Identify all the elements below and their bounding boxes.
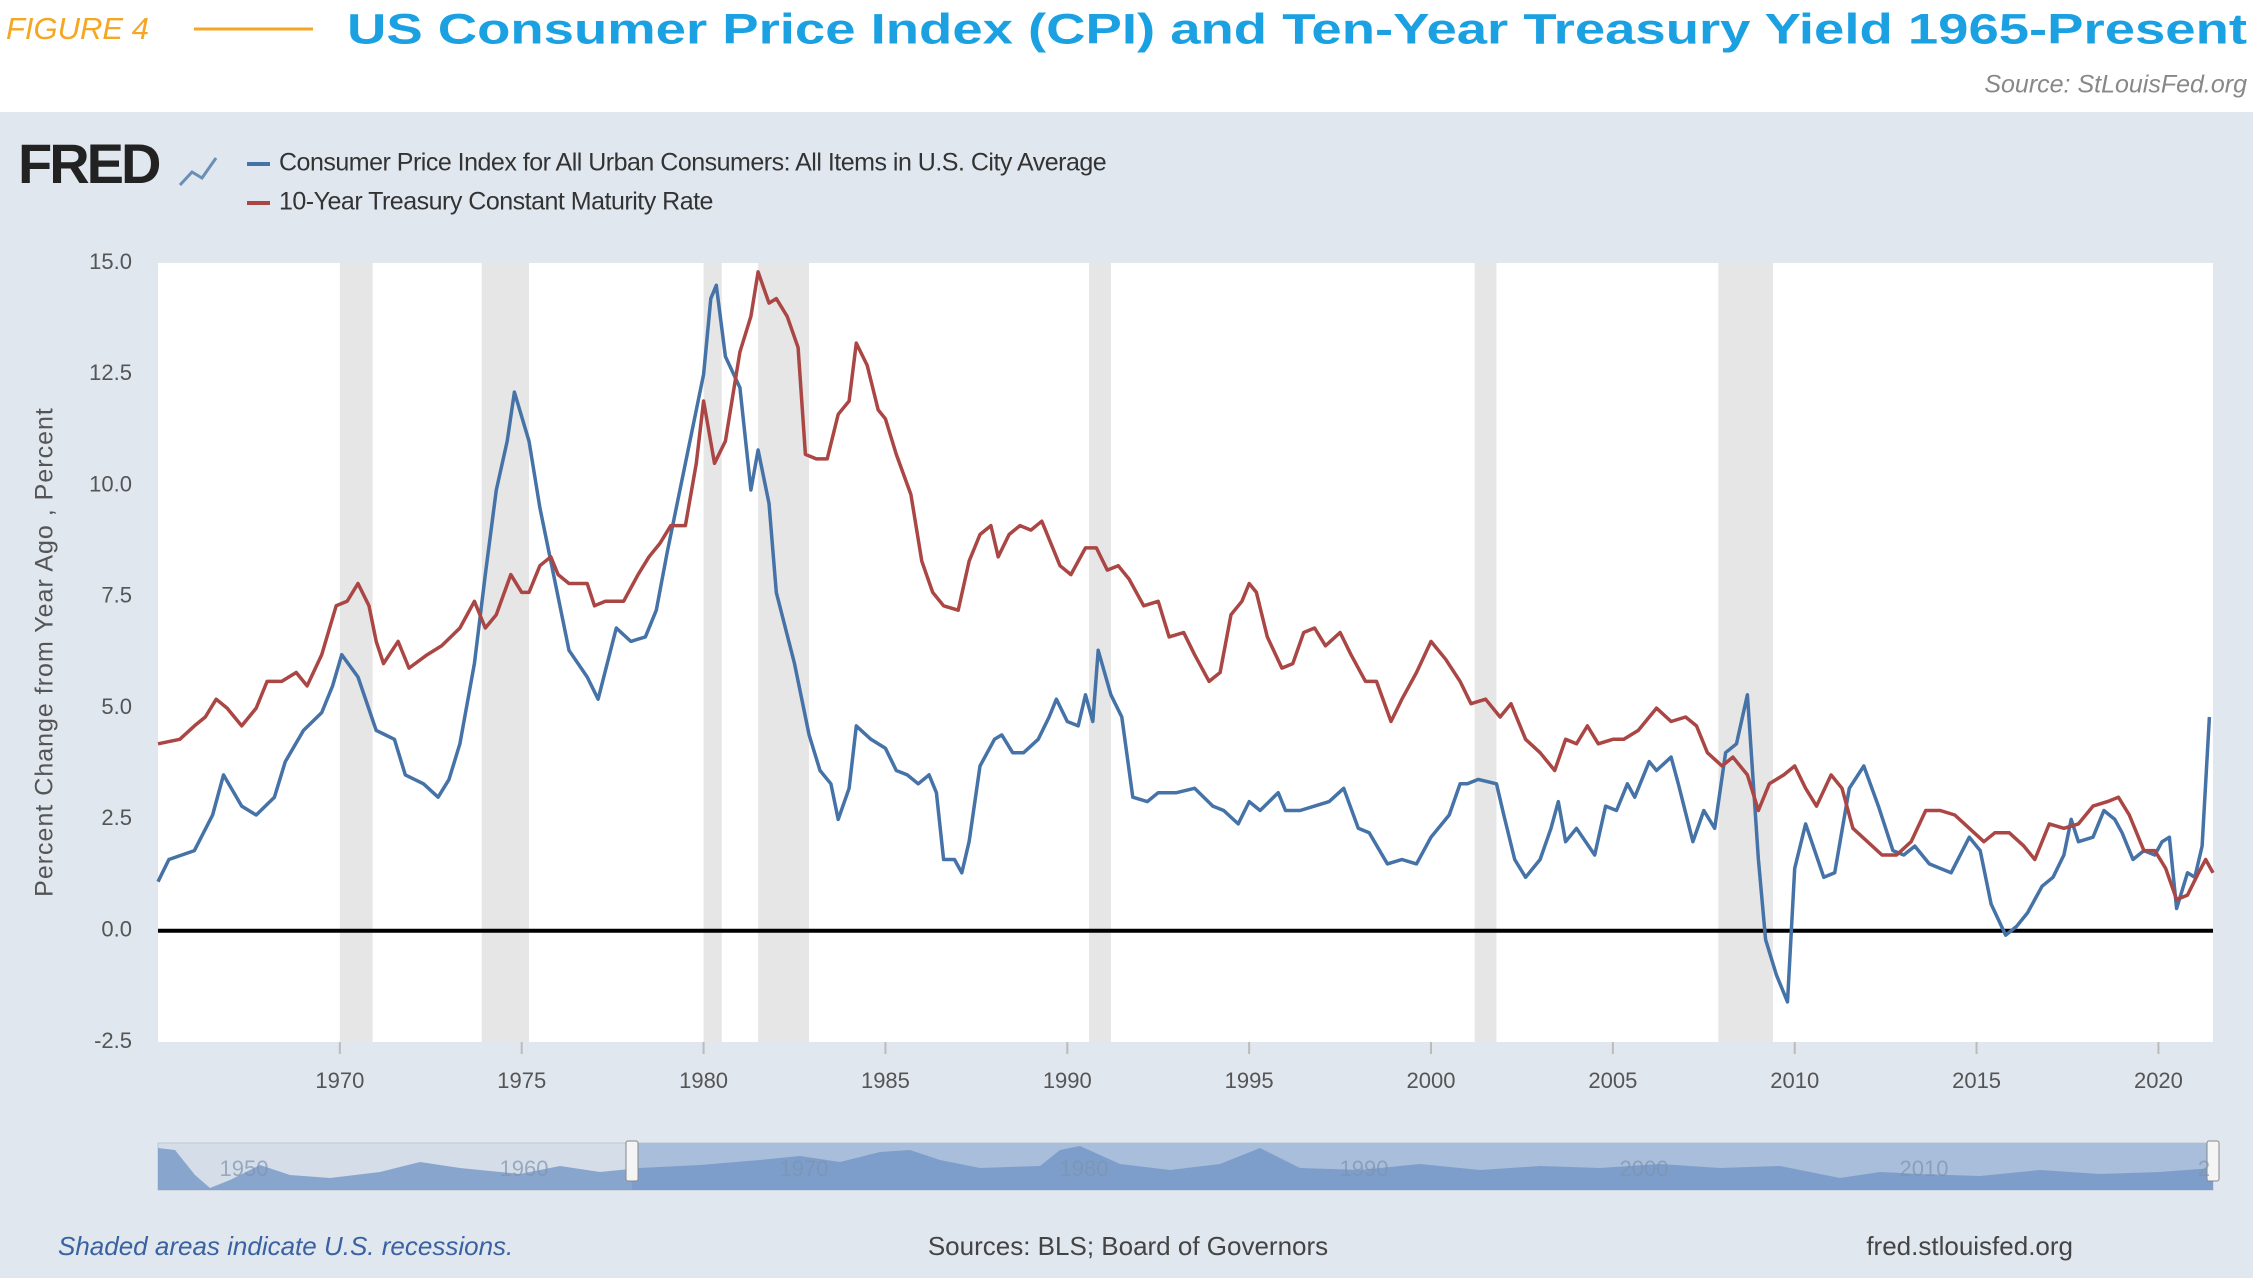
x-tick-label: 1970: [315, 1068, 364, 1093]
series-line: [156, 283, 2212, 1004]
y-tick-label: 0.0: [101, 917, 132, 942]
y-tick-label: 15.0: [89, 249, 132, 274]
navigator-label: 1970: [780, 1156, 829, 1181]
navigator-handle[interactable]: [2206, 1140, 2220, 1182]
logo-icon: [178, 157, 218, 187]
navigator-label: 1960: [500, 1156, 549, 1181]
x-tick-label: 1980: [679, 1068, 728, 1093]
y-axis-label: Percent Change from Year Ago , Percent: [31, 407, 59, 897]
figure-label: FIGURE 4: [6, 11, 149, 46]
x-tick-label: 2000: [1407, 1068, 1456, 1093]
navigator-area: [158, 1146, 2213, 1190]
x-tick-label: 2005: [1588, 1068, 1637, 1093]
lines: [156, 270, 2215, 1004]
navigator-label: 2: [2198, 1156, 2210, 1181]
y-tick-label: 2.5: [101, 805, 132, 830]
navigator-labels: 1950 1960 1970 1980 1990 2000 2010 2: [220, 1156, 2211, 1181]
y-tick-label: 12.5: [89, 360, 132, 385]
navigator-label: 1950: [220, 1156, 269, 1181]
source: Source: StLouisFed.org: [1984, 71, 2247, 99]
y-tick-label: 5.0: [101, 694, 132, 719]
site-link[interactable]: fred.stlouisfed.org: [1866, 1231, 2073, 1261]
series-line: [157, 270, 2215, 902]
sources: Sources: BLS; Board of Governors: [928, 1231, 1328, 1261]
y-tick-label: 10.0: [89, 471, 132, 496]
x-tick-label: 2020: [2134, 1068, 2183, 1093]
chart-title: US Consumer Price Index (CPI) and Ten-Ye…: [347, 5, 2247, 53]
y-tick-label: -2.5: [94, 1028, 132, 1053]
footnote: Shaded areas indicate U.S. recessions.: [58, 1231, 513, 1261]
x-tick-label: 1995: [1225, 1068, 1274, 1093]
axes: -2.5 0.0 2.5 5.0 7.5 10.0 12.5 15.0 1970 1975 1980…: [89, 249, 2213, 1093]
legend-label: 10-Year Treasury Constant Maturity Rate: [279, 188, 713, 216]
y-tick-label: 7.5: [101, 583, 132, 608]
x-tick-label: 2015: [1952, 1068, 2001, 1093]
navigator-label: 2000: [1620, 1156, 1669, 1181]
x-tick-label: 1985: [861, 1068, 910, 1093]
recession-band: [339, 263, 373, 1042]
x-tick-label: 1990: [1043, 1068, 1092, 1093]
plot-area: [158, 263, 2213, 1042]
x-tick-label: 1975: [497, 1068, 546, 1093]
x-tick-label: 2010: [1770, 1068, 1819, 1093]
recession-band: [481, 263, 529, 1042]
navigator-label: 2010: [1900, 1156, 1949, 1181]
legend-label: Consumer Price Index for All Urban Consu…: [279, 149, 1106, 177]
navigator-label: 1980: [1060, 1156, 1109, 1181]
navigator-handle[interactable]: [625, 1140, 639, 1182]
navigator-label: 1990: [1340, 1156, 1389, 1181]
recession-band: [703, 263, 722, 1042]
recession-band: [1474, 263, 1497, 1042]
logo: FRED: [18, 132, 160, 195]
